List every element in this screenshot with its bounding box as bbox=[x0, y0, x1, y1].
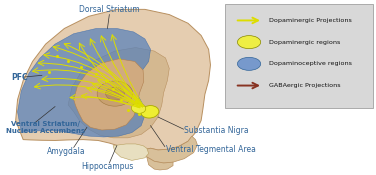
Ellipse shape bbox=[97, 81, 133, 106]
FancyBboxPatch shape bbox=[226, 4, 373, 108]
Polygon shape bbox=[147, 157, 173, 170]
Text: Ventral Tegmental Area: Ventral Tegmental Area bbox=[165, 145, 255, 154]
Text: Substantia Nigra: Substantia Nigra bbox=[184, 126, 249, 135]
Text: GABAergic Projections: GABAergic Projections bbox=[268, 83, 340, 88]
Ellipse shape bbox=[131, 103, 146, 113]
Ellipse shape bbox=[106, 87, 124, 100]
Polygon shape bbox=[68, 48, 169, 138]
Ellipse shape bbox=[141, 106, 159, 118]
Polygon shape bbox=[16, 9, 211, 150]
Text: Dopaminoceptive regions: Dopaminoceptive regions bbox=[268, 61, 352, 66]
Text: Hippocampus: Hippocampus bbox=[81, 162, 133, 171]
Text: PFC: PFC bbox=[11, 73, 28, 82]
Ellipse shape bbox=[238, 57, 261, 70]
Polygon shape bbox=[113, 144, 149, 160]
Polygon shape bbox=[18, 29, 150, 137]
Text: Dopaminergic Projections: Dopaminergic Projections bbox=[268, 18, 352, 23]
Ellipse shape bbox=[238, 36, 261, 49]
Text: Amygdala: Amygdala bbox=[47, 147, 86, 156]
Polygon shape bbox=[143, 136, 197, 163]
Text: Ventral Striatum/
Nucleus Accumbens: Ventral Striatum/ Nucleus Accumbens bbox=[6, 121, 85, 134]
Text: Dorsal Striatum: Dorsal Striatum bbox=[79, 5, 139, 14]
Text: Dopaminergic regions: Dopaminergic regions bbox=[268, 40, 340, 45]
Polygon shape bbox=[74, 59, 144, 130]
